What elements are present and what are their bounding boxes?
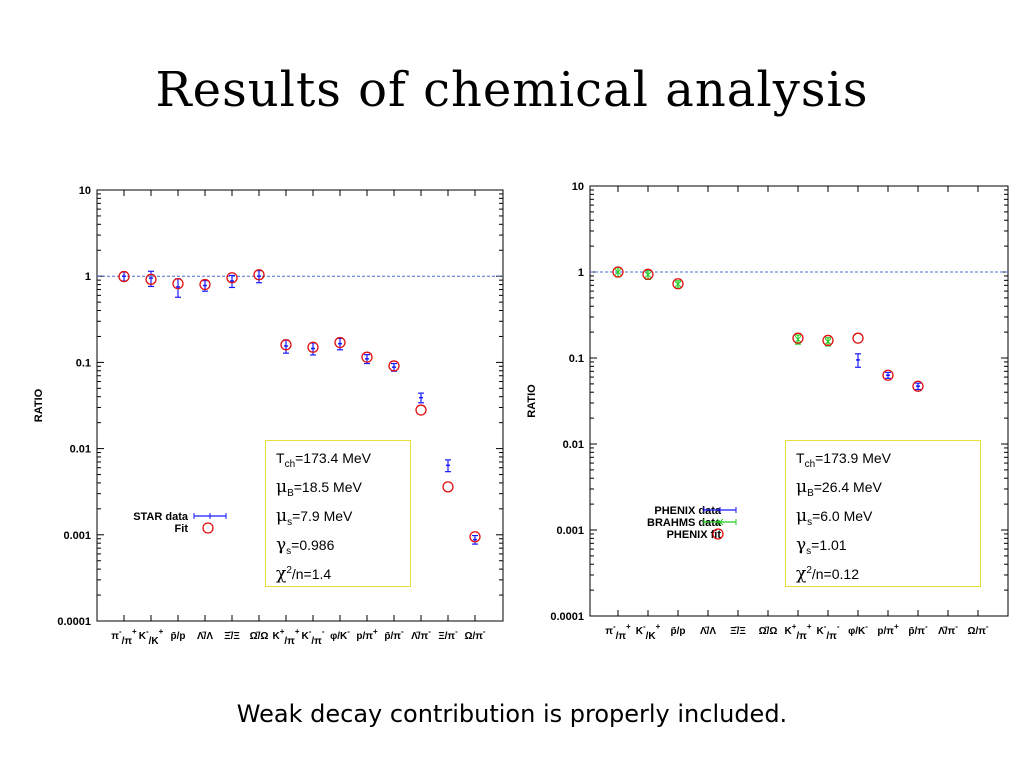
- fit-point: [118, 270, 130, 283]
- param-gamma-s: γ s =0.986: [276, 535, 335, 557]
- y-axis-label: RATIO: [33, 388, 45, 422]
- x-tick-label: φ/K-: [848, 622, 868, 637]
- data-point: [794, 335, 802, 343]
- fit-point: [172, 277, 184, 290]
- y-tick-label: 0.001: [556, 525, 584, 537]
- fit-point: [199, 278, 211, 291]
- x-tick-label: π-/π+: [605, 622, 631, 642]
- fit-point: [280, 339, 292, 351]
- x-tick-label: p̄/π-: [908, 622, 928, 637]
- fit-point: [388, 360, 400, 372]
- fit-point: [882, 369, 894, 381]
- fit-point: [469, 531, 481, 543]
- param-mu-b: μ B =18.5 MeV: [276, 477, 362, 499]
- x-tick-label: p̄/p: [671, 626, 686, 637]
- fit-point: [642, 268, 654, 280]
- fit-point: [442, 481, 454, 493]
- fit-point: [415, 404, 427, 416]
- fit-point: [612, 266, 624, 278]
- data-point: [614, 268, 622, 276]
- footer-note: Weak decay contribution is properly incl…: [236, 700, 788, 728]
- y-tick-label: 0.1: [76, 357, 91, 369]
- x-tick-label: π-/π+: [111, 627, 137, 647]
- x-tick-label: p/π+: [356, 627, 378, 642]
- plot-frame: [589, 185, 1009, 617]
- x-tick-label: K-/π-: [816, 622, 839, 642]
- x-tick-label: K-/K+: [636, 622, 661, 642]
- x-tick-label: Ω/π-: [967, 622, 988, 637]
- data-point: [644, 271, 652, 279]
- x-tick-label: φ/K-: [330, 627, 350, 642]
- legend-label: PHENIX data: [654, 505, 722, 517]
- x-tick-label: Λ̄/π-: [411, 627, 431, 642]
- x-tick-label: Λ̄/Λ: [197, 631, 213, 642]
- fit-point: [792, 332, 804, 344]
- fit-point: [145, 273, 157, 285]
- legend-label: STAR data: [133, 511, 189, 523]
- x-tick-label: Λ̄/π-: [938, 622, 958, 637]
- x-tick-label: Ξ̄/Ξ: [730, 626, 746, 637]
- y-tick-label: 0.01: [70, 444, 91, 456]
- data-point: [824, 338, 832, 345]
- x-tick-label: K+/π+: [272, 627, 299, 647]
- fit-point: [307, 341, 319, 353]
- y-tick-label: 1: [578, 267, 584, 279]
- param-gamma-s: γ s =1.01: [796, 535, 847, 557]
- y-tick-label: 0.001: [63, 530, 91, 542]
- legend-symbol: [712, 528, 724, 540]
- param-chi2: χ 2/n=0.12: [796, 564, 859, 584]
- x-tick-label: p̄/π-: [384, 627, 404, 642]
- fit-point: [672, 278, 684, 290]
- legend-symbol: [716, 518, 724, 526]
- fit-point: [912, 380, 924, 392]
- y-tick-label: 10: [572, 181, 584, 193]
- plot-frame: [96, 189, 504, 622]
- fit-point: [822, 334, 834, 347]
- fit-point: [226, 272, 238, 284]
- y-tick-label: 1: [85, 271, 91, 283]
- y-tick-label: 0.0001: [57, 616, 91, 628]
- y-axis-label: RATIO: [526, 384, 538, 418]
- x-tick-label: Ω̄/Ω: [250, 631, 269, 642]
- param-mu-b: μ B =26.4 MeV: [796, 477, 882, 499]
- fit-point: [852, 332, 864, 344]
- legend-symbol: [202, 522, 214, 534]
- param-chi2: χ 2/n=1.4: [276, 564, 332, 584]
- fit-point: [334, 336, 346, 349]
- x-tick-label: Ξ̄/Ξ: [224, 631, 240, 642]
- y-tick-label: 0.0001: [550, 611, 584, 623]
- fit-point: [253, 269, 265, 281]
- x-tick-label: K+/π+: [784, 622, 811, 642]
- slide-title: Results of chemical analysis: [155, 62, 869, 118]
- x-tick-label: K-/π-: [301, 627, 324, 647]
- param-mu-s: μ s =7.9 MeV: [276, 506, 353, 528]
- x-tick-label: Ξ/π-: [438, 627, 458, 642]
- x-tick-label: p̄/p: [171, 631, 186, 642]
- y-tick-label: 0.1: [569, 353, 584, 365]
- x-tick-label: Ω̄/Ω: [759, 626, 778, 637]
- legend-label: Fit: [175, 523, 189, 535]
- y-tick-label: 10: [79, 185, 91, 197]
- data-point: [674, 280, 682, 288]
- x-tick-label: p/π+: [877, 622, 899, 637]
- x-tick-label: K-/K+: [139, 627, 164, 647]
- legend-label: BRAHMS data: [647, 517, 722, 529]
- fit-point: [361, 351, 373, 363]
- legend-label: PHENIX fit: [667, 529, 722, 541]
- param-mu-s: μ s =6.0 MeV: [796, 506, 873, 528]
- x-tick-label: Λ̄/Λ: [700, 626, 716, 637]
- x-tick-label: Ω/π-: [464, 627, 485, 642]
- y-tick-label: 0.01: [563, 439, 584, 451]
